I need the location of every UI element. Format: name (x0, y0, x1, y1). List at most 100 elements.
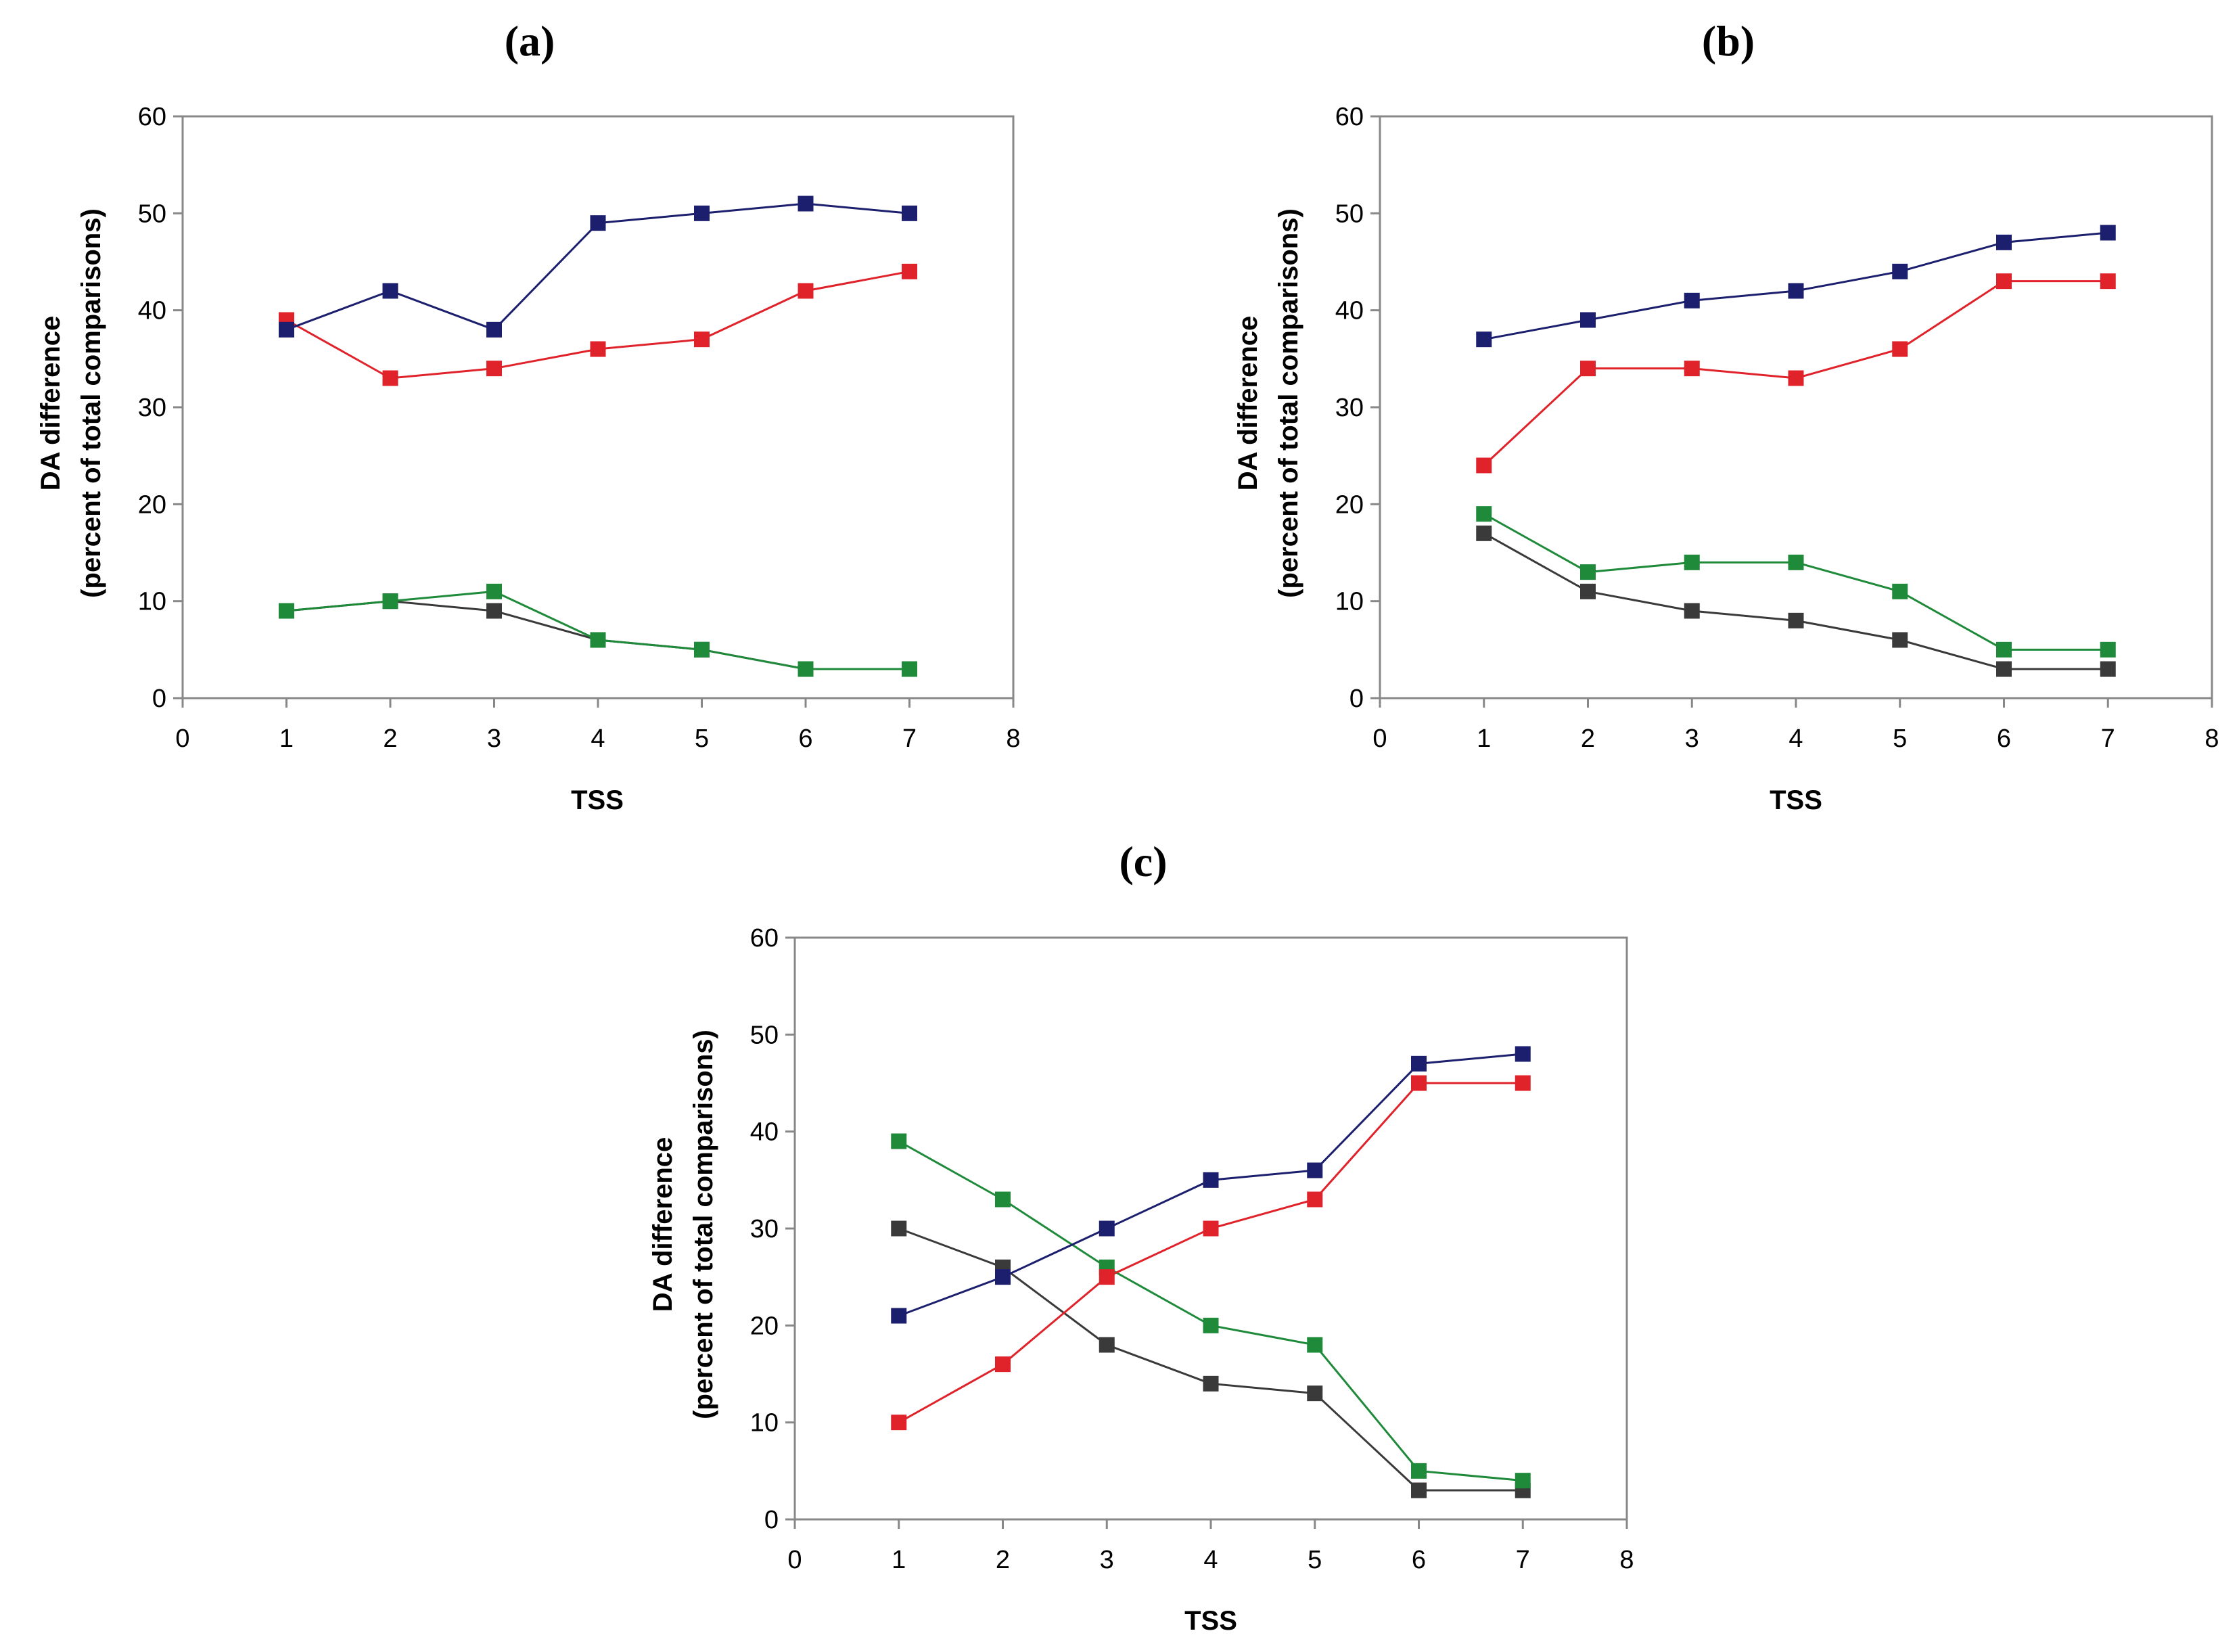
series-line-green (286, 590, 910, 670)
data-point-blue (694, 205, 710, 221)
series-line-red (285, 270, 910, 380)
x-tick-label: 4 (1788, 725, 1803, 753)
x-tick-label: 3 (1685, 725, 1699, 753)
data-point-blue (1996, 234, 2012, 250)
y-tick-label: 30 (1335, 394, 1364, 422)
data-point-blue (1788, 283, 1804, 299)
x-tick-label: 2 (1581, 725, 1595, 753)
data-point-green (279, 603, 294, 619)
data-point-red (2100, 273, 2116, 290)
x-tick-label: 6 (1997, 725, 2011, 753)
y-tick-label: 30 (138, 394, 166, 422)
data-point-green (995, 1191, 1011, 1208)
x-tick-label: 8 (1006, 725, 1020, 753)
data-point-gray (1788, 612, 1804, 628)
data-point-red (1996, 273, 2012, 290)
y-axis-title: DA difference (1233, 316, 1263, 491)
data-point-blue (2100, 225, 2116, 241)
y-axis-subtitle: (percent of total comparisons) (76, 208, 106, 598)
data-point-blue (1580, 312, 1596, 328)
data-point-red (486, 361, 502, 377)
y-tick-label: 0 (1349, 685, 1364, 713)
x-tick-label: 7 (2101, 725, 2115, 753)
data-point-red (590, 341, 606, 357)
y-tick-label: 40 (138, 297, 166, 325)
data-point-red (1411, 1075, 1427, 1091)
x-tick-label: 8 (2205, 725, 2219, 753)
data-point-red (1099, 1269, 1115, 1285)
data-point-red (1892, 341, 1908, 357)
y-tick-label: 50 (750, 1021, 779, 1049)
x-axis-title: TSS (1770, 785, 1822, 815)
data-point-gray (1996, 661, 2012, 677)
data-point-red (1476, 457, 1492, 474)
y-tick-label: 20 (750, 1312, 779, 1340)
data-point-blue (382, 283, 398, 299)
x-tick-label: 5 (695, 725, 709, 753)
x-tick-label: 3 (1100, 1546, 1114, 1574)
data-point-blue (1476, 331, 1492, 348)
data-point-red (1684, 361, 1700, 377)
data-point-red (798, 283, 814, 299)
data-point-gray (1099, 1337, 1115, 1353)
x-tick-label: 2 (996, 1546, 1010, 1574)
panel-label: (b) (1702, 17, 1755, 65)
y-tick-label: 10 (750, 1409, 779, 1438)
data-point-red (1307, 1191, 1323, 1208)
data-point-gray (2100, 661, 2116, 677)
y-tick-label: 60 (138, 103, 166, 131)
data-point-green (1203, 1317, 1219, 1333)
y-tick-label: 60 (750, 924, 779, 953)
y-axis-title: DA difference (36, 316, 66, 491)
data-point-blue (902, 205, 917, 221)
chart-panel-b: (b) TSS DA difference (percent of total … (1233, 17, 2219, 815)
data-point-blue (1515, 1046, 1531, 1062)
x-tick-label: 6 (1412, 1546, 1426, 1574)
data-point-green (1788, 554, 1804, 570)
y-axis-title: DA difference (648, 1137, 678, 1312)
data-point-green (891, 1133, 907, 1149)
y-tick-label: 50 (1335, 200, 1364, 228)
data-point-gray (1580, 583, 1596, 599)
x-tick-label: 7 (1516, 1546, 1530, 1574)
data-point-gray (486, 603, 502, 619)
data-point-red (1580, 361, 1596, 377)
data-point-blue (1411, 1055, 1427, 1072)
data-point-gray (891, 1220, 907, 1237)
data-point-blue (1684, 292, 1700, 308)
y-tick-label: 30 (750, 1215, 779, 1243)
data-point-green (486, 583, 502, 599)
data-point-green (902, 661, 917, 677)
x-tick-label: 3 (487, 725, 501, 753)
x-tick-label: 4 (1203, 1546, 1218, 1574)
y-tick-label: 0 (152, 685, 166, 713)
x-tick-label: 1 (1477, 725, 1491, 753)
y-tick-label: 40 (750, 1118, 779, 1147)
x-tick-label: 0 (175, 725, 189, 753)
data-point-gray (1476, 525, 1492, 541)
data-point-red (1788, 370, 1804, 386)
panel-label: (c) (1119, 838, 1167, 886)
data-point-green (798, 661, 814, 677)
data-point-green (1411, 1463, 1427, 1479)
data-point-green (1515, 1473, 1531, 1489)
series-line-green (1483, 513, 2108, 651)
x-tick-label: 0 (787, 1546, 802, 1574)
y-tick-label: 50 (138, 200, 166, 228)
plot-area (1379, 115, 2213, 699)
data-point-red (694, 331, 710, 348)
data-point-green (1580, 564, 1596, 580)
data-point-red (1203, 1220, 1219, 1237)
x-tick-label: 1 (279, 725, 294, 753)
data-point-gray (1307, 1385, 1323, 1402)
chart-panel-c: (c) TSS DA difference (percent of total … (648, 838, 1634, 1636)
data-point-blue (1099, 1220, 1115, 1237)
data-point-blue (590, 215, 606, 231)
x-tick-label: 5 (1308, 1546, 1322, 1574)
x-tick-label: 4 (591, 725, 605, 753)
y-tick-label: 60 (1335, 103, 1364, 131)
x-axis-title: TSS (1184, 1606, 1237, 1636)
y-tick-label: 20 (1335, 490, 1364, 519)
data-point-blue (279, 321, 294, 338)
